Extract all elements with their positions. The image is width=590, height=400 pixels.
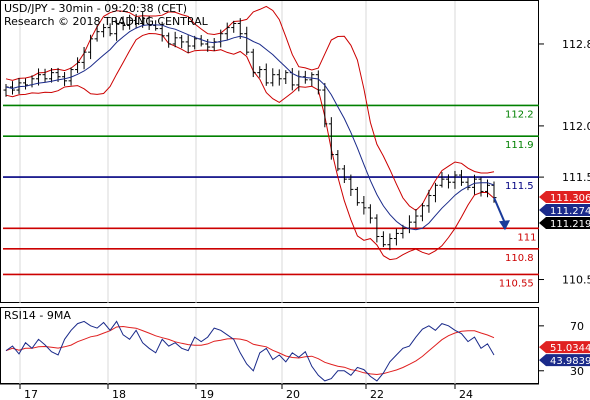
- level-label: 111.9: [505, 140, 534, 151]
- rsi-label: RSI14 - 9MA: [4, 309, 71, 322]
- level-label: 111: [517, 232, 536, 243]
- price-axis: 112.8 112.0 111.5 110.5 70 30: [539, 38, 590, 378]
- lower-band: [5, 32, 495, 261]
- moving-average-line: [5, 24, 495, 231]
- price-tag-label: 111.219: [550, 219, 590, 230]
- y-tick-label: 112.0: [562, 120, 590, 133]
- price-tags: 111.306 111.274 111.219 51.0344 43.9839: [539, 190, 590, 367]
- upper-band: [5, 5, 495, 212]
- x-tick-label: 17: [24, 388, 38, 400]
- level-label: 110.8: [505, 253, 534, 264]
- x-tick-label: 24: [459, 388, 473, 400]
- y-tick-label: 110.5: [562, 274, 590, 287]
- level-label: 112.2: [505, 109, 534, 120]
- x-tick-label: 19: [200, 388, 214, 400]
- price-tag: [539, 354, 590, 367]
- rsi-tick-label: 30: [570, 365, 584, 378]
- rsi-panel-frame: [0, 307, 539, 384]
- price-tag: [539, 341, 590, 354]
- price-tag-label: 43.9839: [550, 356, 590, 367]
- price-tag: [539, 203, 590, 216]
- forecast-arrow: [493, 197, 506, 224]
- chart-subtitle: Research © 2018 TRADING CENTRAL: [4, 15, 209, 28]
- y-tick-label: 112.8: [562, 38, 590, 51]
- rsi-lines: [5, 320, 495, 382]
- rsi-ma-line: [5, 325, 495, 376]
- x-tick-label: 20: [286, 388, 300, 400]
- bollinger-bands: [5, 5, 495, 261]
- time-axis: 17 18 19 20 22 24: [19, 384, 473, 400]
- x-tick-label: 18: [112, 388, 126, 400]
- chart-title: USD/JPY - 30min - 09:20:38 (CET): [4, 2, 187, 15]
- y-tick-label: 111.5: [562, 171, 590, 184]
- price-bars: [3, 11, 497, 251]
- forecast-arrow-group: [493, 197, 510, 231]
- price-panel-frame: [0, 0, 539, 303]
- rsi-line: [5, 320, 495, 382]
- moving-average: [5, 24, 495, 231]
- rsi-tick-label: 70: [570, 320, 584, 333]
- x-tick-label: 22: [370, 388, 384, 400]
- price-tag-label: 111.274: [550, 206, 590, 217]
- price-tag-label: 51.0344: [550, 343, 590, 354]
- price-tag-label: 111.306: [550, 193, 590, 204]
- forecast-arrow-head: [499, 220, 510, 231]
- price-tag: [539, 216, 590, 229]
- price-tag: [539, 190, 590, 203]
- level-label: 111.5: [505, 181, 534, 192]
- support-resistance-levels: 112.2 111.9 111.5 111 110.8 110.55: [3, 104, 539, 289]
- level-label: 110.55: [499, 278, 534, 289]
